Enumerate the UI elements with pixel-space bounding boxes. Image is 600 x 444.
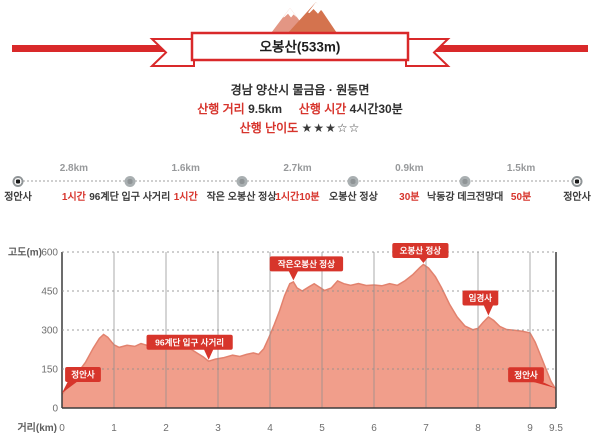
chart-callout: 정안사 bbox=[508, 367, 556, 389]
x-axis-title: 거리(km) bbox=[17, 421, 57, 434]
timeline-node-label: 오봉산 정상 bbox=[329, 192, 378, 203]
x-tick-label: 0 bbox=[59, 423, 65, 434]
difficulty-stars-empty: ☆☆ bbox=[336, 121, 361, 135]
chart-callout: 96계단 입구 사거리 bbox=[146, 334, 233, 360]
callout-box bbox=[462, 290, 499, 306]
trail-stats: 산행 거리 9.5km 산행 시간 4시간30분 bbox=[0, 100, 600, 119]
elevation-area bbox=[62, 264, 556, 408]
callout-label: 정안사 bbox=[514, 370, 538, 380]
callout-box bbox=[392, 242, 449, 258]
x-tick-label: 9 bbox=[527, 423, 533, 434]
y-tick-label: 450 bbox=[41, 287, 58, 298]
timeline-node-dot bbox=[12, 176, 24, 187]
callout-pointer bbox=[203, 348, 214, 360]
trail-difficulty: 산행 난이도 ★★★☆☆ bbox=[0, 119, 600, 138]
chart-callout: 정안사 bbox=[62, 366, 101, 393]
timeline-node-label: 낙동강 데크전망대 bbox=[426, 192, 504, 203]
segment-duration: 1시간10분 bbox=[275, 192, 320, 203]
timeline-node-label: 96계단 입구 사거리 bbox=[89, 192, 171, 203]
callout-pointer bbox=[483, 304, 494, 316]
segment-duration: 50분 bbox=[510, 192, 532, 203]
x-tick-label: 3 bbox=[215, 423, 221, 434]
callout-pointer bbox=[62, 380, 79, 393]
timeline-node-dot bbox=[236, 176, 248, 187]
time-value: 4시간30분 bbox=[349, 102, 403, 116]
callout-box bbox=[269, 256, 344, 272]
timeline-node-dot bbox=[571, 176, 583, 187]
x-tick-label: 6 bbox=[371, 423, 377, 434]
title-ribbon-box bbox=[190, 31, 410, 62]
trail-info: 경남 양산시 물금읍 · 원동면 산행 거리 9.5km 산행 시간 4시간30… bbox=[0, 81, 600, 138]
route-timeline: 정안사 96계단 입구 사거리 작은 오봉산 정상 오봉산 정상 낙동강 데크전망대 정안… bbox=[0, 160, 600, 208]
x-tick-label: 9.5 bbox=[549, 423, 563, 434]
callout-pointer bbox=[288, 270, 299, 281]
y-axis-title: 고도(m) bbox=[8, 247, 42, 259]
segment-distance: 2.7km bbox=[283, 163, 312, 174]
page-title: 오봉산(533m) bbox=[260, 39, 341, 55]
difficulty-stars-filled: ★★★ bbox=[301, 121, 337, 135]
chart-callout: 임경사 bbox=[462, 290, 499, 316]
distance-value: 9.5km bbox=[248, 102, 283, 116]
callout-box bbox=[65, 366, 101, 382]
x-tick-label: 2 bbox=[163, 423, 169, 434]
difficulty-label: 산행 난이도 bbox=[239, 121, 299, 135]
x-tick-label: 5 bbox=[319, 423, 325, 434]
ribbon-tails bbox=[149, 38, 451, 67]
chart-callout: 오봉산 정상 bbox=[392, 242, 449, 263]
timeline-node-label: 정안사 bbox=[4, 192, 32, 203]
y-tick-label: 0 bbox=[52, 404, 58, 415]
x-tick-label: 1 bbox=[111, 423, 117, 434]
segment-distance: 1.6km bbox=[171, 163, 200, 174]
x-tick-label: 7 bbox=[423, 423, 429, 434]
segment-distance: 0.9km bbox=[395, 163, 424, 174]
callout-label: 96계단 입구 사거리 bbox=[155, 337, 224, 347]
segment-duration: 30분 bbox=[399, 192, 420, 203]
callout-label: 임경사 bbox=[469, 293, 493, 303]
chart-callout: 작은오봉산 정상 bbox=[269, 256, 344, 281]
x-tick-label: 4 bbox=[267, 423, 273, 434]
timeline-node-label: 정안사 bbox=[563, 192, 591, 203]
timeline-node-dot bbox=[459, 176, 471, 187]
y-tick-label: 300 bbox=[41, 326, 58, 337]
callout-pointer bbox=[530, 381, 556, 389]
callout-label: 정안사 bbox=[71, 370, 95, 380]
timeline-node-label: 작은 오봉산 정상 bbox=[206, 192, 277, 203]
header-banner: 오봉산(533m) bbox=[12, 2, 588, 67]
callout-box bbox=[508, 367, 544, 383]
segment-distance: 2.8km bbox=[59, 163, 89, 174]
segment-duration: 1시간 bbox=[61, 192, 86, 203]
callout-label: 오봉산 정상 bbox=[400, 246, 442, 256]
segment-duration: 1시간 bbox=[173, 192, 198, 203]
time-label: 산행 시간 bbox=[298, 102, 347, 116]
timeline-node-dot bbox=[124, 176, 136, 187]
callout-box bbox=[146, 334, 233, 350]
callout-pointer bbox=[418, 256, 429, 263]
y-tick-label: 150 bbox=[41, 365, 58, 376]
timeline-dotted-line bbox=[20, 180, 580, 182]
trail-location: 경남 양산시 물금읍 · 원동면 bbox=[230, 83, 370, 97]
y-tick-label: 600 bbox=[41, 248, 58, 259]
timeline-node-dot bbox=[347, 176, 359, 187]
distance-label: 산행 거리 bbox=[197, 102, 245, 116]
x-tick-label: 8 bbox=[475, 423, 481, 434]
segment-distance: 1.5km bbox=[506, 163, 536, 174]
callout-label: 작은오봉산 정상 bbox=[278, 259, 335, 269]
